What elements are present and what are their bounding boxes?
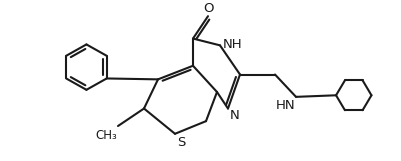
Text: O: O xyxy=(203,2,214,15)
Text: NH: NH xyxy=(223,38,242,51)
Text: S: S xyxy=(176,136,185,149)
Text: HN: HN xyxy=(275,99,294,112)
Text: N: N xyxy=(229,109,239,123)
Text: CH₃: CH₃ xyxy=(95,129,117,142)
